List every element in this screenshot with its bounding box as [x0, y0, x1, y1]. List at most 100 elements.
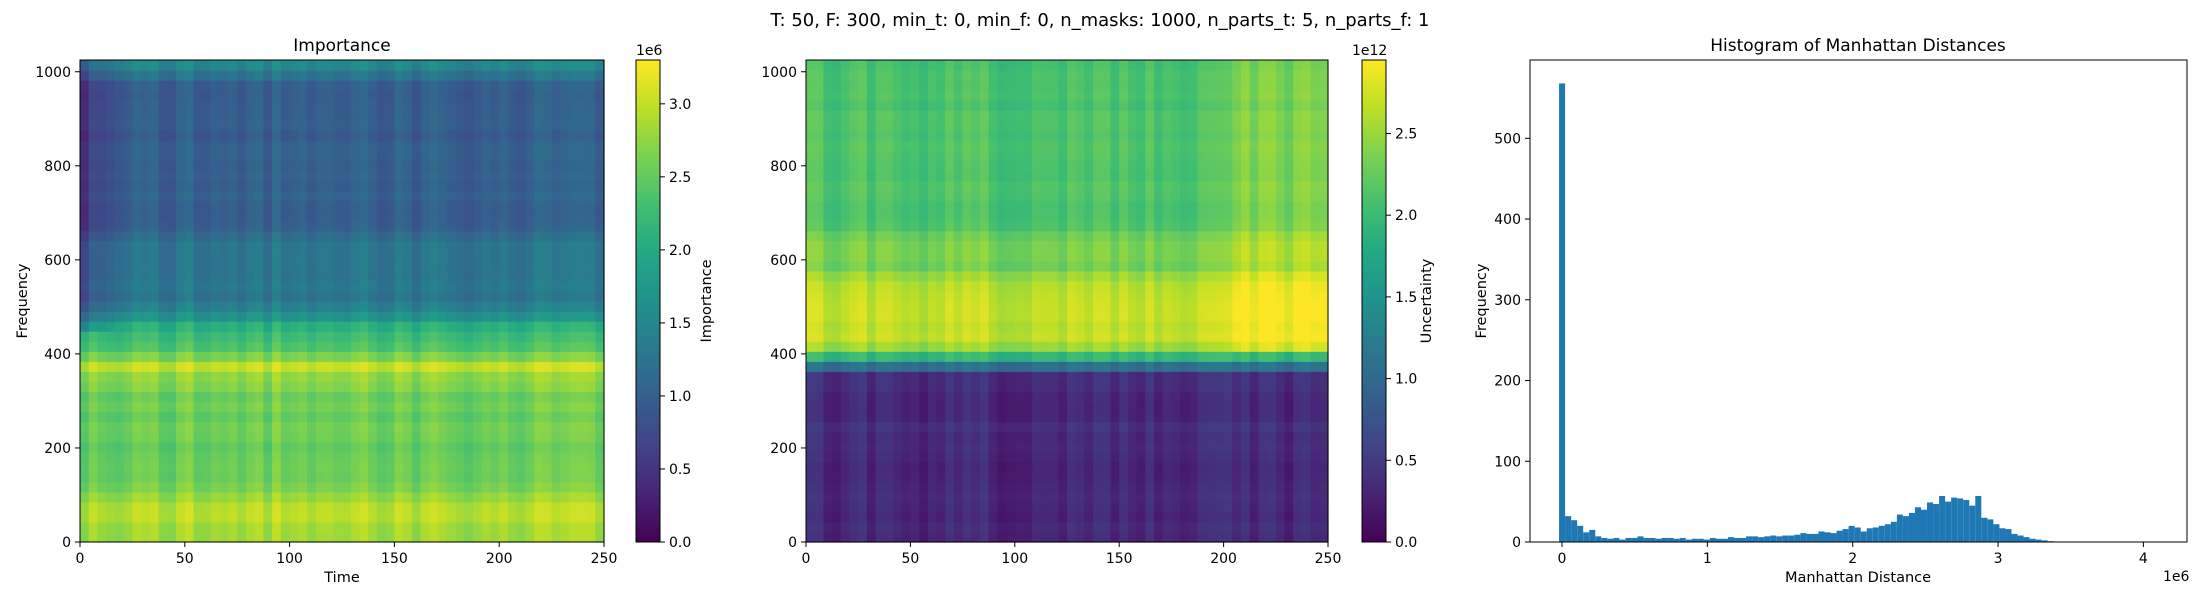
heatmap-cell: [507, 341, 518, 352]
heatmap-cell: [1014, 471, 1025, 483]
heatmap-cell: [1110, 381, 1120, 392]
heatmap-cell: [1206, 361, 1216, 372]
heatmap-cell: [307, 501, 317, 513]
heatmap-cell: [219, 381, 230, 392]
heatmap-cell: [1006, 240, 1016, 252]
heatmap-cell: [551, 511, 561, 523]
heatmap-cell: [1310, 381, 1320, 392]
heatmap-cell: [1119, 250, 1129, 262]
heatmap-cell: [455, 301, 465, 312]
heatmap-cell: [80, 80, 90, 91]
heatmap-cell: [1223, 491, 1233, 503]
heatmap-cell: [333, 391, 343, 403]
heatmap-cell: [149, 190, 160, 202]
heatmap-cell: [403, 230, 413, 242]
heatmap-cell: [866, 471, 877, 483]
heatmap-cell: [158, 341, 168, 352]
heatmap-cell: [997, 481, 1007, 493]
heatmap-cell: [814, 431, 824, 443]
heatmap-cell: [228, 240, 238, 252]
heatmap-cell: [1014, 501, 1025, 513]
heatmap-cell: [1075, 331, 1085, 342]
heatmap-cell: [1258, 431, 1268, 443]
heatmap-cell: [1258, 391, 1268, 403]
heatmap-cell: [176, 531, 186, 543]
heatmap-cell: [1188, 361, 1199, 372]
heatmap-cell: [525, 481, 535, 493]
heatmap-cell: [307, 511, 317, 523]
heatmap-cell: [481, 331, 492, 342]
heatmap-cell: [499, 180, 509, 192]
heatmap-cell: [595, 331, 605, 342]
heatmap-cell: [280, 240, 291, 252]
heatmap-cell: [106, 200, 116, 212]
heatmap-cell: [80, 471, 90, 483]
heatmap-cell: [1067, 391, 1077, 403]
heatmap-cell: [237, 120, 247, 131]
heatmap-cell: [342, 311, 352, 322]
heatmap-cell: [1241, 351, 1251, 362]
heatmap-cell: [849, 441, 859, 453]
heatmap-cell: [884, 250, 894, 262]
heatmap-cell: [1197, 401, 1207, 413]
heatmap-cell: [806, 270, 816, 282]
heatmap-cell: [595, 371, 605, 382]
heatmap-cell: [272, 180, 282, 192]
heatmap-cell: [490, 170, 500, 182]
heatmap-cell: [823, 240, 833, 252]
heatmap-cell: [901, 421, 911, 433]
heatmap-cell: [473, 280, 483, 292]
heatmap-cell: [1267, 511, 1277, 523]
heatmap-cell: [927, 311, 938, 322]
heatmap-cell: [569, 351, 579, 362]
heatmap-cell: [368, 371, 378, 382]
heatmap-cell: [1049, 240, 1059, 252]
heatmap-cell: [1032, 391, 1042, 403]
heatmap-cell: [595, 240, 605, 252]
heatmap-cell: [193, 301, 203, 312]
heatmap-cell: [516, 321, 526, 332]
heatmap-cell: [403, 170, 413, 182]
heatmap-cell: [569, 110, 579, 121]
heatmap-cell: [814, 501, 824, 513]
heatmap-cell: [884, 461, 894, 473]
heatmap-cell: [97, 180, 107, 192]
heatmap-cell: [193, 200, 203, 212]
heatmap-cell: [1023, 511, 1033, 523]
heatmap-cell: [132, 220, 142, 232]
heatmap-cell: [542, 331, 553, 342]
heatmap-cell: [1188, 431, 1199, 443]
heatmap-cell: [202, 471, 212, 483]
heatmap-cell: [342, 250, 352, 262]
heatmap-cell: [394, 331, 404, 342]
heatmap-cell: [832, 341, 842, 352]
heatmap-cell: [1249, 341, 1259, 352]
heatmap-cell: [97, 411, 107, 423]
heatmap-cell: [298, 321, 308, 332]
heatmap-cell: [97, 140, 107, 151]
heatmap-cell: [455, 130, 465, 141]
heatmap-cell: [551, 90, 561, 101]
heatmap-cell: [438, 180, 448, 192]
heatmap-cell: [551, 100, 561, 111]
heatmap-cell: [1293, 421, 1303, 433]
heatmap-cell: [1171, 461, 1181, 473]
heatmap-cell: [333, 260, 343, 272]
heatmap-cell: [542, 351, 553, 362]
heatmap-cell: [97, 240, 107, 252]
heatmap-cell: [403, 321, 413, 332]
heatmap-cell: [141, 311, 151, 322]
heatmap-cell: [1267, 401, 1277, 413]
heatmap-cell: [1241, 521, 1251, 533]
heatmap-cell: [167, 90, 177, 101]
heatmap-cell: [1188, 371, 1199, 382]
heatmap-cell: [832, 431, 842, 443]
heatmap-cell: [385, 90, 395, 101]
heatmap-cell: [473, 341, 483, 352]
heatmap-cell: [149, 321, 160, 332]
heatmap-cell: [507, 451, 518, 463]
heatmap-cell: [176, 521, 186, 533]
heatmap-cell: [1310, 471, 1320, 483]
heatmap-cell: [919, 351, 929, 362]
